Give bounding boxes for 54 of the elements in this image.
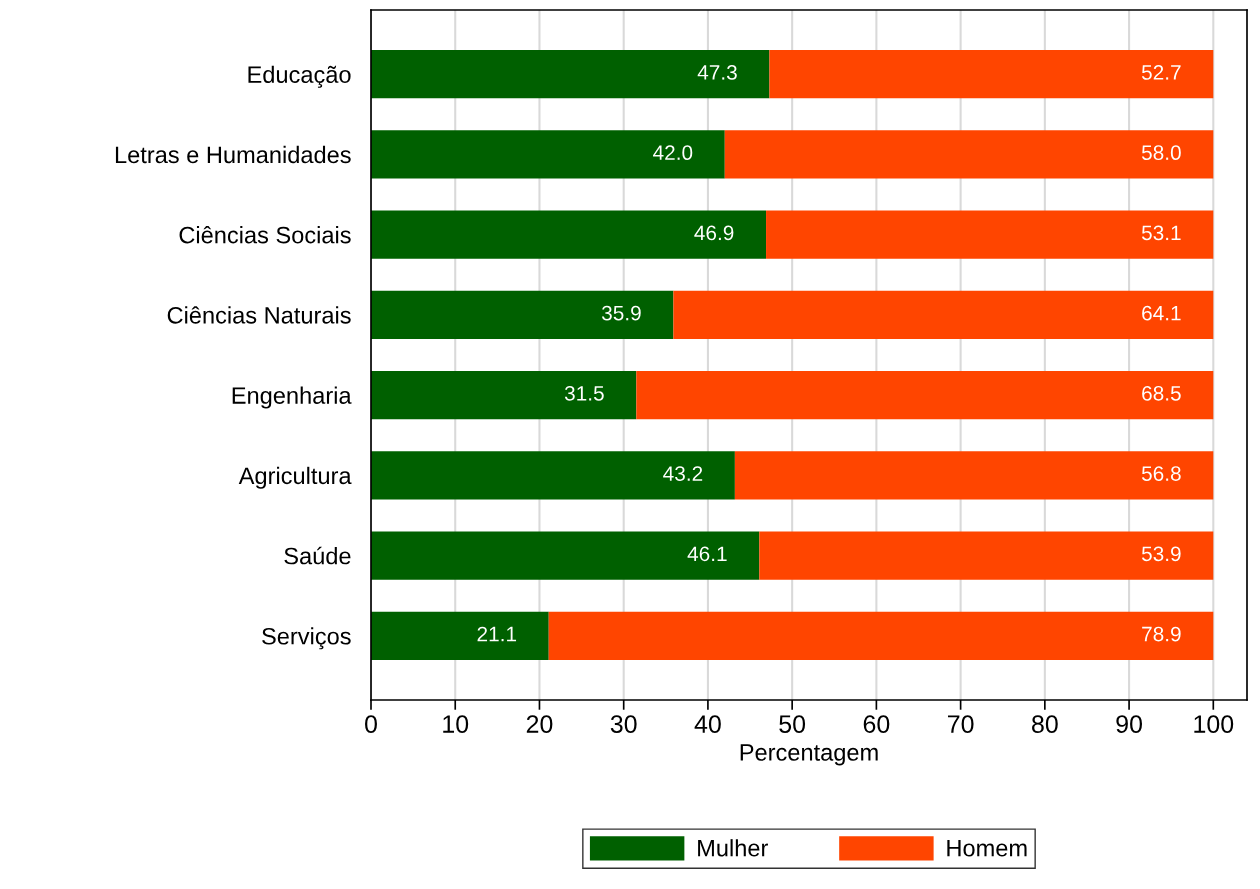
data-label: 42.0 bbox=[653, 145, 693, 161]
data-label: 43.2 bbox=[663, 466, 703, 481]
y-tick-label: Educação bbox=[248, 65, 351, 88]
bar bbox=[759, 531, 1214, 580]
data-label: 53.9 bbox=[1141, 546, 1181, 562]
bar bbox=[371, 371, 637, 420]
x-axis-title: Percentagem bbox=[740, 744, 878, 766]
bar bbox=[636, 371, 1214, 420]
bar bbox=[371, 290, 674, 339]
data-label: 21.1 bbox=[477, 626, 517, 642]
data-label: 47.3 bbox=[697, 65, 737, 80]
data-label: 53.1 bbox=[1141, 225, 1181, 241]
data-label: 46.9 bbox=[694, 225, 734, 241]
y-tick-label: Ciências Sociais bbox=[179, 226, 351, 244]
x-tick-label: 100 bbox=[1194, 715, 1234, 733]
y-tick-label: Agricultura bbox=[238, 466, 352, 489]
bar bbox=[371, 130, 725, 179]
y-tick-label: Engenharia bbox=[232, 386, 352, 409]
x-tick-label: 40 bbox=[694, 715, 721, 733]
x-tick-label: 60 bbox=[863, 715, 890, 733]
x-tick-label: 80 bbox=[1032, 715, 1058, 733]
y-tick-label: Letras e Humanidades bbox=[115, 145, 351, 164]
bar bbox=[548, 611, 1214, 660]
bar bbox=[371, 611, 549, 660]
bar bbox=[673, 290, 1214, 339]
bar bbox=[371, 50, 770, 99]
data-label: 52.7 bbox=[1141, 65, 1181, 80]
bar bbox=[371, 531, 760, 580]
legend-label: Mulher bbox=[698, 839, 768, 857]
bar bbox=[734, 451, 1214, 500]
x-tick-label: 10 bbox=[443, 715, 469, 733]
y-tick-label: Ciências Naturais bbox=[167, 306, 351, 324]
bar bbox=[724, 130, 1214, 179]
bar bbox=[766, 210, 1214, 259]
x-tick-label: 0 bbox=[365, 715, 377, 733]
bar bbox=[769, 50, 1214, 99]
bar bbox=[371, 451, 735, 500]
legend-label: Homem bbox=[947, 840, 1027, 857]
data-label: 56.8 bbox=[1141, 466, 1181, 481]
data-label: 35.9 bbox=[601, 305, 641, 321]
x-tick-label: 50 bbox=[779, 715, 806, 733]
data-label: 31.5 bbox=[564, 385, 604, 401]
bar bbox=[371, 210, 767, 259]
y-tick-label: Serviços bbox=[262, 627, 351, 650]
x-tick-label: 90 bbox=[1116, 715, 1142, 733]
y-tick-label: Saúde bbox=[284, 546, 351, 565]
data-label: 46.1 bbox=[687, 546, 727, 562]
x-tick-label: 30 bbox=[610, 715, 637, 733]
data-label: 68.5 bbox=[1142, 385, 1181, 401]
data-label: 58.0 bbox=[1141, 145, 1181, 161]
x-tick-label: 20 bbox=[526, 715, 553, 733]
x-tick-label: 70 bbox=[947, 715, 974, 733]
data-label: 78.9 bbox=[1142, 626, 1181, 642]
data-label: 64.1 bbox=[1142, 305, 1181, 321]
